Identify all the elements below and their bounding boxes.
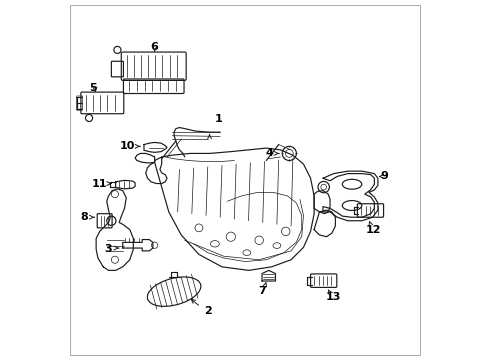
Text: 7: 7	[259, 285, 266, 296]
Text: 12: 12	[366, 225, 381, 235]
Text: 3: 3	[104, 244, 112, 254]
Text: 11: 11	[91, 179, 107, 189]
Text: 9: 9	[380, 171, 388, 181]
Text: 10: 10	[120, 141, 135, 151]
Text: 8: 8	[80, 212, 88, 222]
Text: 5: 5	[89, 83, 97, 93]
Text: 13: 13	[325, 292, 341, 302]
Text: 4: 4	[266, 148, 274, 158]
Text: 2: 2	[204, 306, 212, 316]
Text: 6: 6	[151, 42, 159, 52]
Text: 1: 1	[215, 114, 222, 124]
